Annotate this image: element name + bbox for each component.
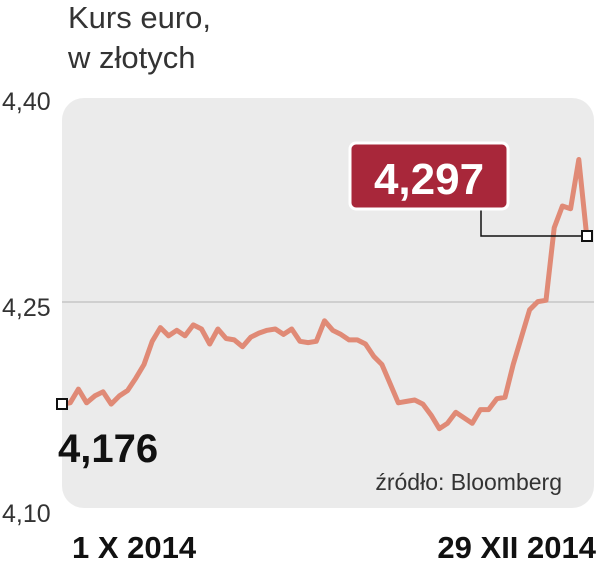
- start-value-label: 4,176: [58, 427, 158, 471]
- end-point-marker: [581, 230, 593, 242]
- start-point-marker: [56, 398, 68, 410]
- y-tick-440: 4,40: [2, 88, 51, 116]
- chart-title-line-2: w złotych: [67, 40, 195, 75]
- x-start-label: 1 X 2014: [72, 530, 197, 565]
- x-end-label: 29 XII 2014: [437, 530, 596, 565]
- y-tick-425: 4,25: [2, 294, 51, 322]
- series-line: [59, 157, 590, 432]
- end-value-label: 4,297: [374, 155, 484, 204]
- source-label: źródło: Bloomberg: [375, 469, 562, 495]
- chart-title-line-1: Kurs euro,: [68, 0, 211, 35]
- end-value-badge: [348, 141, 510, 211]
- y-tick-410: 4,10: [2, 500, 51, 528]
- end-callout-leader: [480, 210, 587, 237]
